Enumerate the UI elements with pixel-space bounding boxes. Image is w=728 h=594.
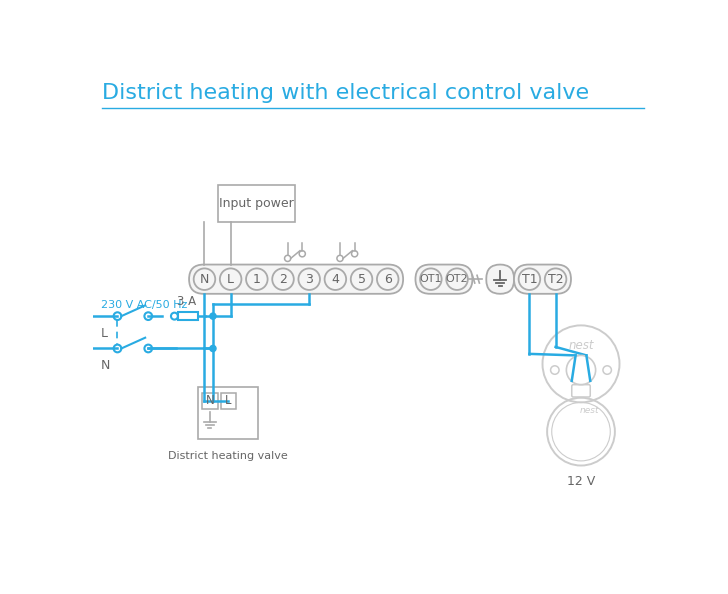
Circle shape	[351, 268, 372, 290]
Text: T2: T2	[547, 273, 563, 286]
Circle shape	[246, 268, 268, 290]
Text: 3: 3	[305, 273, 313, 286]
FancyBboxPatch shape	[189, 264, 403, 294]
Text: 12 V: 12 V	[567, 475, 595, 488]
Text: nest: nest	[579, 406, 599, 415]
Circle shape	[545, 268, 566, 290]
Text: OT2: OT2	[446, 274, 468, 284]
Text: 5: 5	[357, 273, 365, 286]
Text: 1: 1	[253, 273, 261, 286]
Text: nest: nest	[569, 339, 594, 352]
Text: OT1: OT1	[419, 274, 442, 284]
FancyBboxPatch shape	[486, 264, 514, 294]
Circle shape	[210, 345, 216, 352]
Text: 6: 6	[384, 273, 392, 286]
Text: N: N	[100, 359, 110, 372]
Text: District heating with electrical control valve: District heating with electrical control…	[102, 83, 589, 103]
FancyBboxPatch shape	[514, 264, 571, 294]
Circle shape	[325, 268, 346, 290]
Text: L: L	[227, 273, 234, 286]
Text: District heating valve: District heating valve	[167, 451, 288, 461]
Text: L: L	[225, 394, 232, 407]
Text: 3 A: 3 A	[177, 295, 197, 308]
Text: Input power: Input power	[219, 197, 294, 210]
Text: 230 V AC/50 Hz: 230 V AC/50 Hz	[100, 299, 187, 309]
Circle shape	[518, 268, 540, 290]
Circle shape	[210, 313, 216, 319]
Circle shape	[377, 268, 398, 290]
Circle shape	[272, 268, 294, 290]
Text: 4: 4	[331, 273, 339, 286]
Text: L: L	[100, 327, 108, 340]
Circle shape	[446, 268, 468, 290]
FancyBboxPatch shape	[416, 264, 472, 294]
Circle shape	[420, 268, 442, 290]
Text: N: N	[205, 394, 214, 407]
Text: N: N	[199, 273, 209, 286]
Text: 2: 2	[279, 273, 287, 286]
Text: T1: T1	[521, 273, 537, 286]
Circle shape	[194, 268, 215, 290]
Circle shape	[220, 268, 242, 290]
Circle shape	[298, 268, 320, 290]
